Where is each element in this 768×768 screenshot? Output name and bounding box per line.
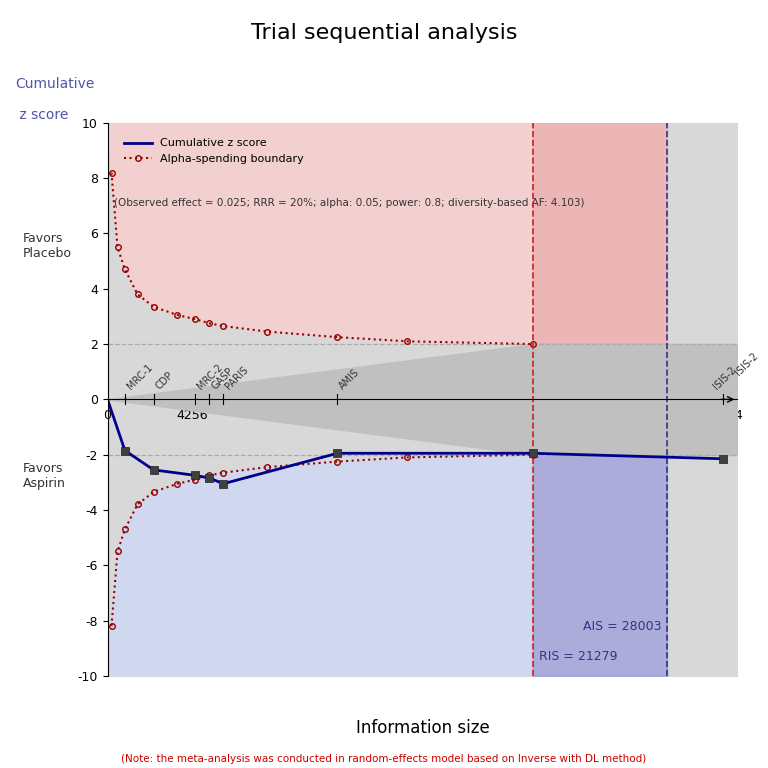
Text: RIS = 21279: RIS = 21279 (539, 650, 617, 663)
Point (217, 478, 230, 490)
Text: AMIS: AMIS (337, 367, 362, 391)
Text: GASP: GASP (210, 366, 235, 391)
Text: MRC-1: MRC-1 (125, 362, 154, 391)
Point (147, 464, 160, 476)
Text: Cumulative: Cumulative (15, 77, 94, 91)
Point (331, 447, 343, 459)
Text: Favors
Aspirin: Favors Aspirin (23, 462, 66, 490)
Text: Trial sequential analysis: Trial sequential analysis (250, 23, 518, 43)
Text: MRC-2: MRC-2 (196, 362, 225, 391)
Text: PARIS: PARIS (223, 364, 250, 391)
Text: Favors
Placebo: Favors Placebo (23, 232, 72, 260)
Text: (Note: the meta-analysis was conducted in random-effects model based on Inverse : (Note: the meta-analysis was conducted i… (121, 754, 647, 764)
Polygon shape (108, 455, 533, 676)
Text: AIS = 28003: AIS = 28003 (583, 620, 661, 633)
Legend: Cumulative z score, Alpha-spending boundary: Cumulative z score, Alpha-spending bound… (119, 134, 309, 168)
Text: ISIS-2: ISIS-2 (711, 364, 738, 391)
Point (204, 472, 216, 485)
Text: (Observed effect = 0.025; RRR = 20%; alpha: 0.05; power: 0.8; diversity-based AF: (Observed effect = 0.025; RRR = 20%; alp… (114, 197, 584, 207)
Polygon shape (108, 123, 533, 344)
Text: z score: z score (15, 108, 68, 121)
Text: CDP: CDP (154, 369, 175, 391)
Text: ISIS-2: ISIS-2 (733, 350, 760, 377)
Point (527, 447, 539, 459)
Point (190, 469, 202, 482)
Point (717, 452, 730, 465)
Text: Information size: Information size (356, 720, 489, 737)
Point (119, 445, 131, 457)
